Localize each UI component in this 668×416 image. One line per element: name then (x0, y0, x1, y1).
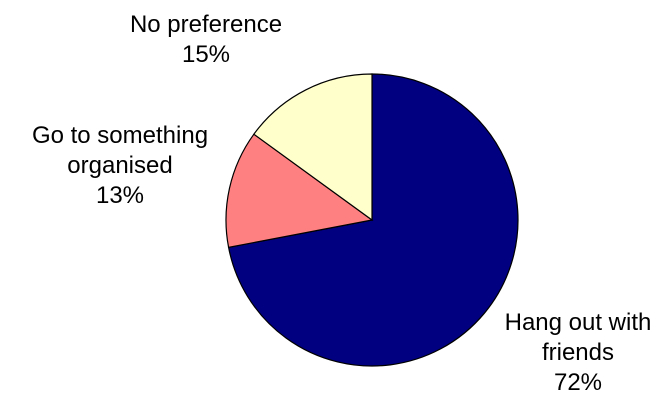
pie-labels: Hang out with friends 72% Go to something or… (32, 11, 651, 396)
slice-category-label: friends (542, 339, 614, 366)
slice-label-2: No preference 15% (130, 11, 282, 68)
pie-slice-0 (227, 73, 519, 367)
pie-slice-1 (225, 133, 374, 249)
slice-category-label: Go to something (32, 122, 208, 149)
pie-slice-2 (253, 73, 373, 222)
slice-category-label: Hang out with (505, 309, 652, 336)
pie-slices (225, 73, 519, 367)
slice-value-label: 72% (554, 369, 602, 396)
slice-label-1: Go to something organised 13% (32, 122, 208, 209)
slice-value-label: 15% (182, 41, 230, 68)
slice-category-label: organised (67, 152, 172, 179)
slice-category-label: No preference (130, 11, 282, 38)
slice-label-0: Hang out with friends 72% (505, 309, 652, 396)
slice-value-label: 13% (96, 182, 144, 209)
